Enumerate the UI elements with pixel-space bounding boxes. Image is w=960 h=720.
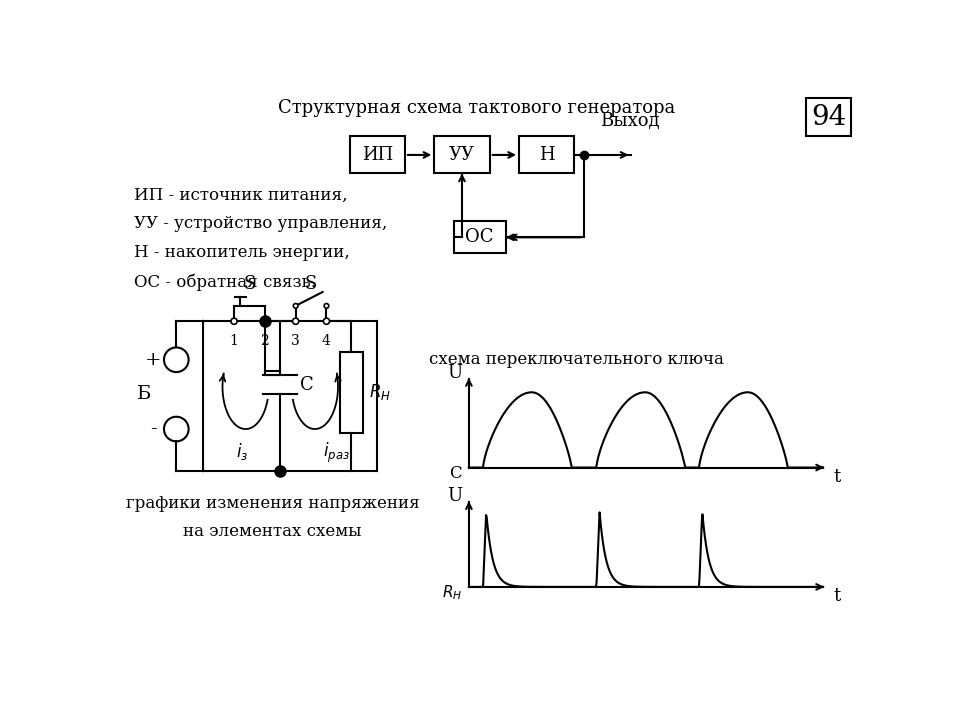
Text: Структурная схема тактового генератора: Структурная схема тактового генератора bbox=[278, 99, 675, 117]
Text: ИП - источник питания,
УУ - устройство управления,
Н - накопитель энергии,
ОС - : ИП - источник питания, УУ - устройство у… bbox=[134, 186, 387, 291]
Text: схема переключательного ключа: схема переключательного ключа bbox=[429, 351, 724, 368]
Text: S: S bbox=[305, 275, 317, 293]
Text: $R_Н$: $R_Н$ bbox=[370, 382, 391, 402]
Bar bbox=[340, 352, 363, 433]
Text: +: + bbox=[145, 351, 161, 369]
Text: ОС: ОС bbox=[466, 228, 494, 246]
Bar bbox=[806, 98, 851, 137]
Circle shape bbox=[231, 318, 237, 324]
Text: 3: 3 bbox=[291, 333, 300, 348]
Text: 2: 2 bbox=[260, 333, 269, 348]
Circle shape bbox=[294, 304, 298, 308]
Text: 4: 4 bbox=[322, 333, 331, 348]
Text: Выход: Выход bbox=[600, 112, 660, 130]
Circle shape bbox=[324, 304, 328, 308]
Circle shape bbox=[324, 318, 329, 324]
Circle shape bbox=[293, 318, 299, 324]
Text: t: t bbox=[833, 468, 841, 486]
Text: $R_Н$: $R_Н$ bbox=[442, 584, 462, 603]
Text: S: S bbox=[243, 275, 255, 293]
Text: C: C bbox=[448, 465, 462, 482]
Text: 1: 1 bbox=[229, 333, 238, 348]
Bar bbox=[519, 137, 574, 174]
Text: U: U bbox=[447, 487, 463, 505]
Text: Н: Н bbox=[539, 146, 555, 164]
Text: 94: 94 bbox=[811, 104, 846, 131]
Text: графики изменения напряжения
на элементах схемы: графики изменения напряжения на элемента… bbox=[126, 495, 420, 540]
Text: C: C bbox=[300, 376, 314, 394]
Bar bbox=[349, 137, 405, 174]
Text: $i_{раз}$: $i_{раз}$ bbox=[323, 441, 349, 465]
Bar bbox=[434, 137, 490, 174]
Text: U: U bbox=[447, 364, 463, 382]
Text: t: t bbox=[833, 587, 841, 605]
Bar bbox=[453, 221, 506, 253]
Text: Б: Б bbox=[136, 385, 151, 403]
Circle shape bbox=[164, 417, 188, 441]
Text: ИП: ИП bbox=[362, 146, 393, 164]
Text: -: - bbox=[150, 420, 156, 438]
Text: УУ: УУ bbox=[449, 146, 475, 164]
Circle shape bbox=[164, 348, 188, 372]
Text: $i_з$: $i_з$ bbox=[235, 441, 248, 462]
